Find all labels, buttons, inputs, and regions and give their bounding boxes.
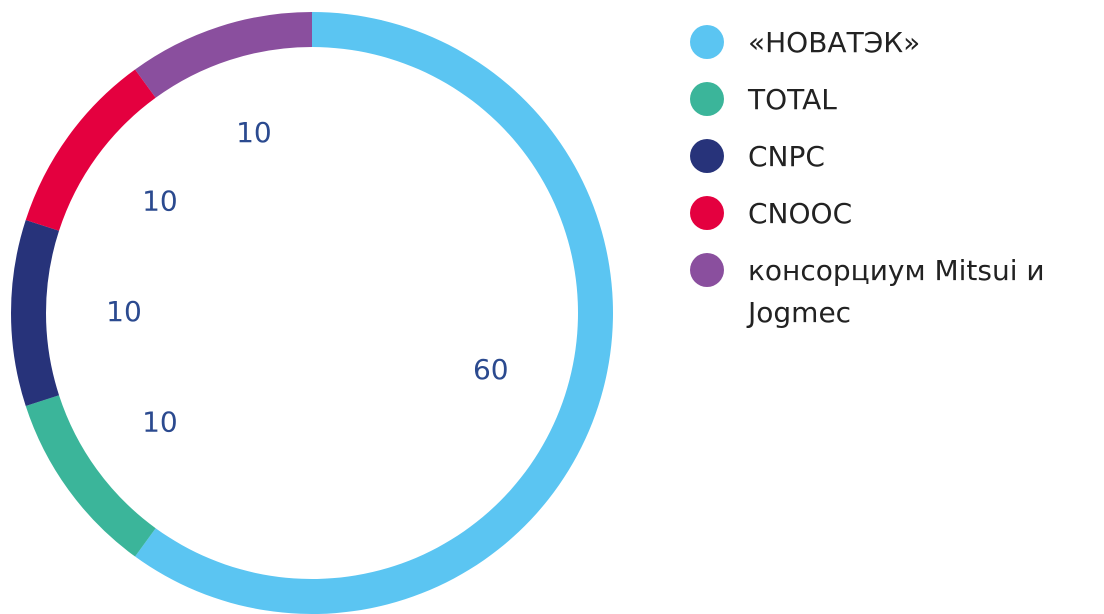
legend-item: TOTAL <box>690 79 1090 121</box>
donut-segment <box>11 219 60 407</box>
legend-swatch <box>690 196 724 230</box>
donut: 60 10 10 10 10 <box>11 12 614 614</box>
data-label: 10 <box>142 184 178 217</box>
data-label: 10 <box>142 406 178 439</box>
legend-item: «НОВАТЭК» <box>690 22 1090 64</box>
donut-segment <box>135 12 614 614</box>
data-label: 10 <box>106 295 142 328</box>
legend-item: CNPC <box>690 136 1090 178</box>
data-label: 60 <box>473 353 509 386</box>
donut-segment <box>25 69 156 231</box>
legend-label: «НОВАТЭК» <box>748 26 921 59</box>
legend-swatch <box>690 25 724 59</box>
legend-swatch <box>690 82 724 116</box>
donut-segment <box>135 12 312 98</box>
legend-label: консорциум Mitsui и Jogmec <box>748 254 1045 329</box>
legend-swatch <box>690 139 724 173</box>
data-label: 10 <box>236 116 272 149</box>
legend-item: CNOOC <box>690 193 1090 235</box>
donut-segment <box>25 395 156 557</box>
legend-label: CNOOC <box>748 197 853 230</box>
legend-label: CNPC <box>748 140 825 173</box>
legend-label: TOTAL <box>748 83 837 116</box>
legend-item: консорциум Mitsui и Jogmec <box>690 250 1090 334</box>
legend: «НОВАТЭК» TOTAL CNPC CNOOC консорциум Mitsui… <box>690 22 1090 349</box>
legend-swatch <box>690 253 724 287</box>
